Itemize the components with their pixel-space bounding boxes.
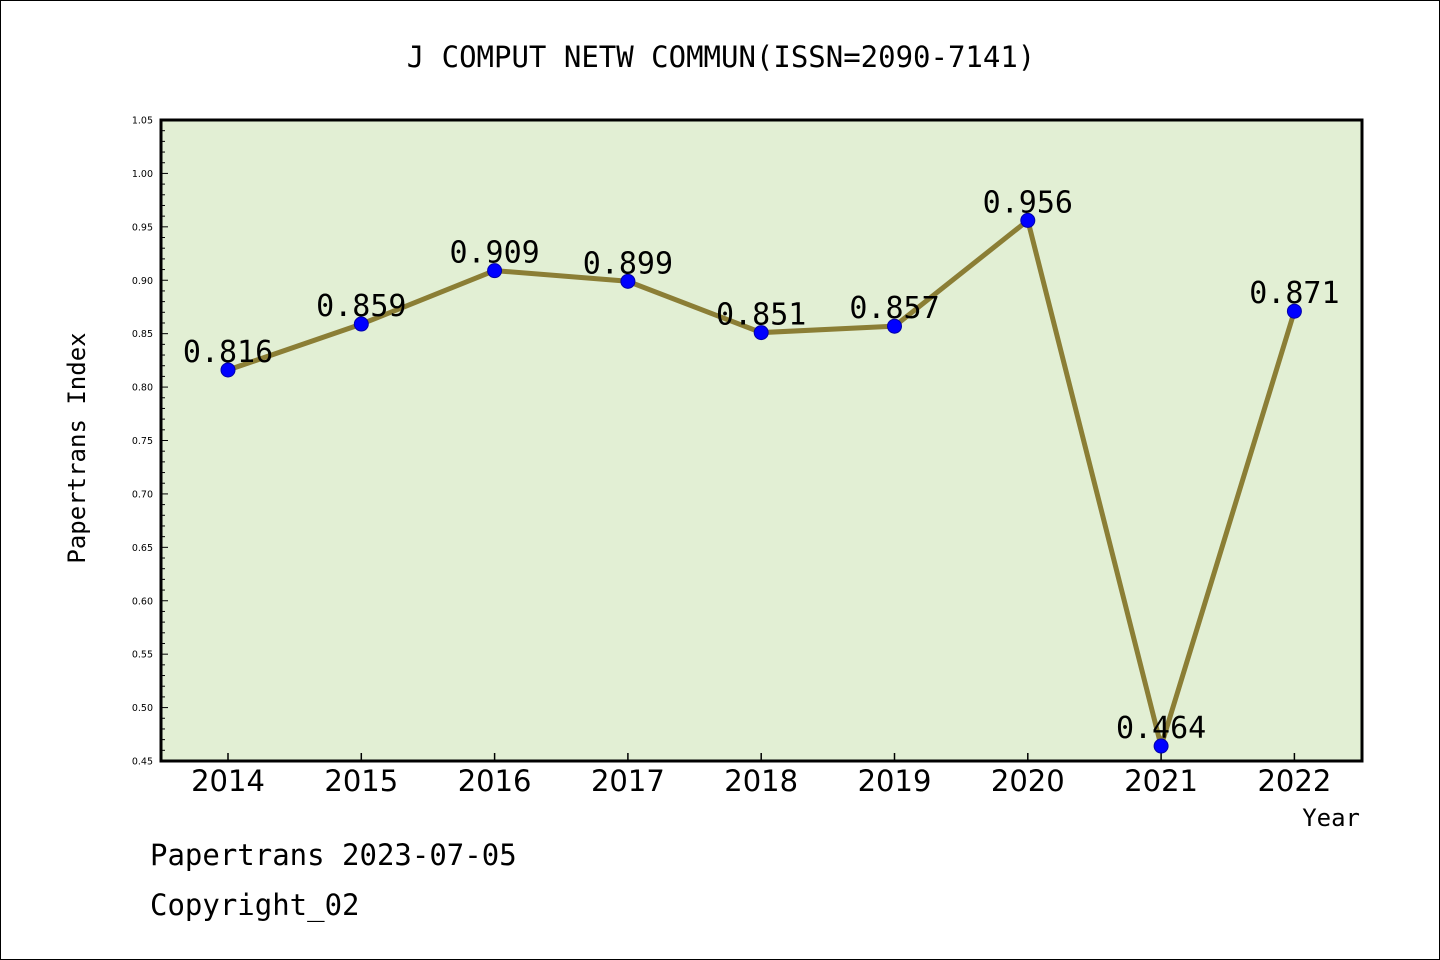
x-tick-label: 2018 <box>724 764 798 798</box>
footer-copyright: Copyright_02 <box>150 888 360 923</box>
plot-border <box>159 118 1364 763</box>
x-tick-label: 2016 <box>458 764 532 798</box>
data-label: 0.859 <box>316 289 406 324</box>
data-point <box>887 318 902 334</box>
data-point <box>353 316 369 332</box>
y-axis-label: Papertrans Index <box>63 332 91 563</box>
plot-area <box>161 120 1362 761</box>
y-tick-label: 0.95 <box>132 222 153 233</box>
data-point <box>753 325 769 341</box>
data-point <box>487 263 503 279</box>
y-tick-label: 0.55 <box>132 650 153 661</box>
y-tick-label: 0.70 <box>132 489 153 500</box>
data-point <box>1020 212 1036 228</box>
x-tick-label: 2021 <box>1124 764 1198 798</box>
y-tick-label: 0.65 <box>132 543 153 554</box>
data-label: 0.909 <box>449 236 539 271</box>
x-tick-label: 2017 <box>591 764 665 798</box>
x-axis-label: Year <box>1302 804 1360 832</box>
data-point <box>1153 738 1169 754</box>
y-tick-label: 0.50 <box>132 703 153 714</box>
data-point <box>220 362 236 378</box>
data-point <box>1286 303 1302 319</box>
x-tick-label: 2022 <box>1257 764 1331 798</box>
series-markers <box>220 212 1302 754</box>
y-tick-label: 1.05 <box>132 116 153 127</box>
y-tick-label: 0.80 <box>132 383 153 394</box>
y-tick-label: 0.60 <box>132 596 153 607</box>
data-point <box>620 273 636 289</box>
x-tick-label: 2020 <box>991 764 1065 798</box>
x-axis-ticks: 2014 2015 2016 2017 2018 2019 2020 2021 2022 <box>191 753 1331 798</box>
y-tick-label: 0.75 <box>132 436 153 447</box>
data-label: 0.816 <box>183 335 273 370</box>
chart-title: J COMPUT NETW COMMUN(ISSN=2090-7141) <box>407 40 1036 74</box>
y-tick-label: 0.90 <box>132 276 153 287</box>
y-tick-label: 0.85 <box>132 329 153 340</box>
footer-source: Papertrans 2023-07-05 <box>150 838 517 872</box>
x-tick-label: 2014 <box>191 764 265 798</box>
data-label: 0.851 <box>716 298 806 333</box>
y-tick-label: 1.00 <box>132 169 153 180</box>
data-label: 0.899 <box>583 246 673 281</box>
x-tick-label: 2019 <box>858 764 932 798</box>
data-label: 0.857 <box>849 291 939 326</box>
data-label: 0.464 <box>1116 711 1206 746</box>
x-tick-label: 2015 <box>324 764 398 798</box>
data-labels: 0.816 0.859 0.909 0.899 0.851 0.857 0.956 0.464… <box>183 185 1340 746</box>
y-tick-label: 0.45 <box>132 757 153 768</box>
data-label: 0.956 <box>983 185 1073 220</box>
data-label: 0.871 <box>1249 276 1339 311</box>
